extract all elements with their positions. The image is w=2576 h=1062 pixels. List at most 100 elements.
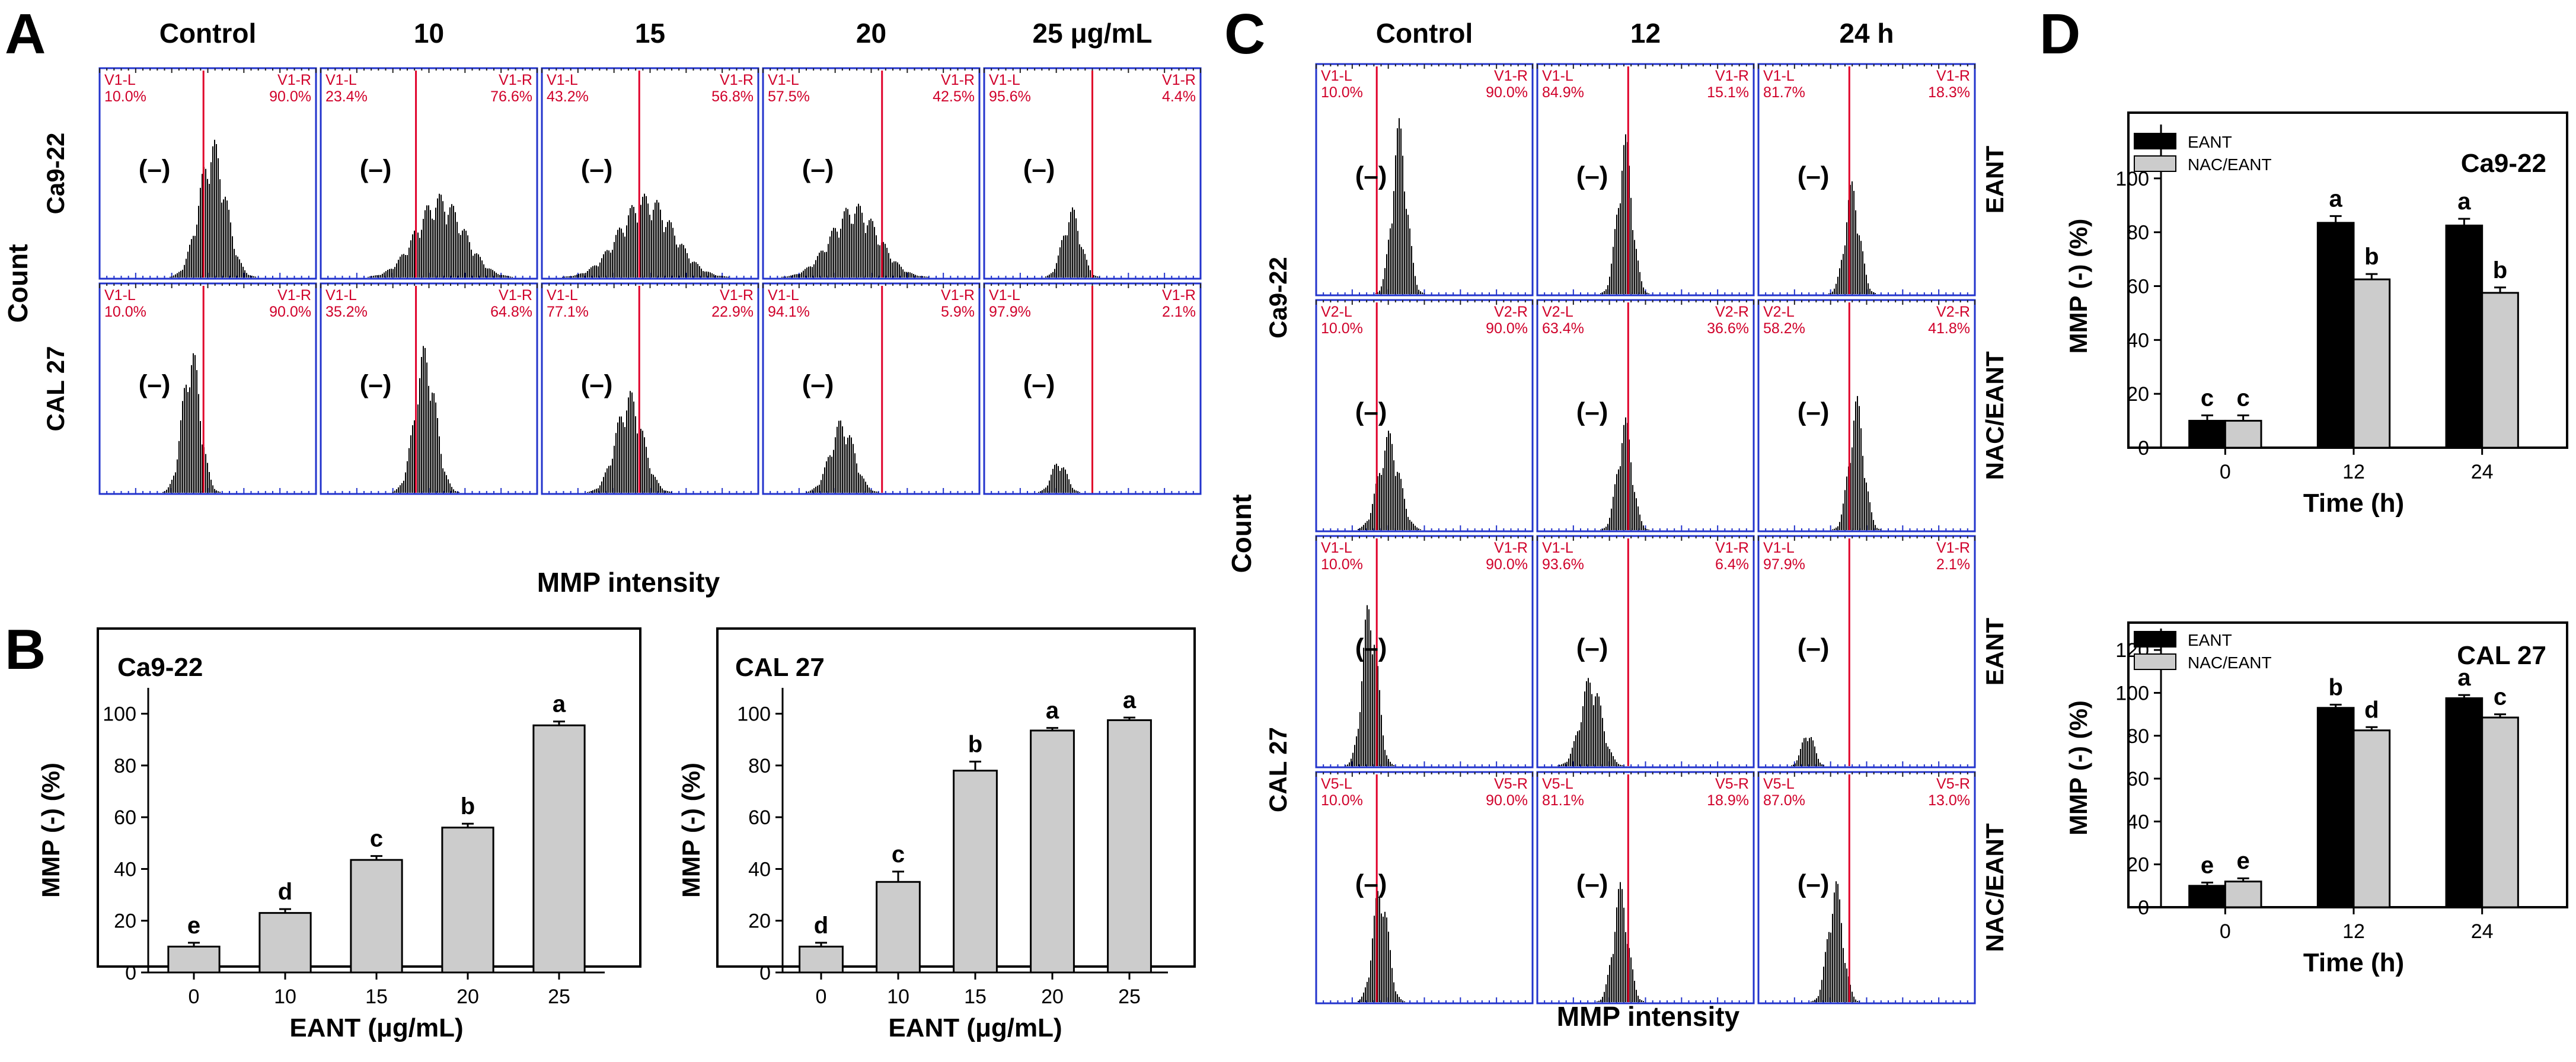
x-tick-label: 0 bbox=[2220, 461, 2231, 483]
significance-letter: d bbox=[278, 879, 292, 905]
histogram-cell-eant-1: V1-L84.9% V1-R15.1% (–) bbox=[1536, 63, 1755, 296]
y-tick-label: 100 bbox=[737, 703, 771, 726]
histogram-frame bbox=[1536, 299, 1755, 532]
panel-b-bar-chart-ca9-22: 0 20 40 60 80 100 0 e 10 d 15 c 20 b 25 a MMP (-) (%) EAN… bbox=[37, 627, 641, 1042]
bar-nac-eant-24 bbox=[2481, 292, 2519, 449]
significance-letter: b bbox=[2364, 244, 2379, 270]
x-tick-label: 15 bbox=[964, 986, 987, 1008]
y-tick-label: 40 bbox=[114, 858, 136, 881]
gate-right-label: V2-R bbox=[1715, 304, 1749, 320]
negative-population-label: (–) bbox=[1023, 155, 1055, 184]
gate-left-label: V1-L bbox=[1321, 540, 1352, 556]
histogram-bars bbox=[1557, 678, 1624, 766]
histogram-bars bbox=[170, 139, 256, 278]
y-axis-label: MMP (-) (%) bbox=[37, 763, 65, 898]
panel-letter-c: C bbox=[1224, 2, 1265, 66]
histogram-bars bbox=[562, 193, 729, 278]
histogram-cell-nac-eant-0: V5-L10.0% V5-R90.0% (–) bbox=[1315, 771, 1534, 1004]
negative-population-label: (–) bbox=[802, 370, 834, 399]
gate-left-percent: 84.9% bbox=[1542, 84, 1584, 101]
histogram-cell-cal-27-2: V1-L77.1% V1-R22.9% (–) bbox=[541, 282, 759, 495]
histogram-cell-cal-27-1: V1-L35.2% V1-R64.8% (–) bbox=[320, 282, 538, 495]
gate-right-percent: 90.0% bbox=[269, 88, 311, 105]
gate-left-label: V2-L bbox=[1321, 304, 1352, 320]
histogram-cell-ca9-22-4: V1-L95.6% V1-R4.4% (–) bbox=[983, 67, 1202, 280]
gate-left-percent: 63.4% bbox=[1542, 320, 1584, 337]
y-tick-label: 60 bbox=[114, 806, 136, 829]
significance-letter: c bbox=[2201, 385, 2214, 412]
gate-left-percent: 43.2% bbox=[547, 88, 589, 105]
negative-population-label: (–) bbox=[581, 155, 613, 184]
gate-left-percent: 81.1% bbox=[1542, 792, 1584, 809]
bar-eant-12 bbox=[2316, 707, 2355, 908]
y-tick-label: 20 bbox=[114, 910, 136, 933]
gate-left-percent: 97.9% bbox=[989, 304, 1031, 320]
bar-eant-12 bbox=[2316, 222, 2355, 449]
gate-right-label: V1-R bbox=[1936, 68, 1970, 84]
gate-right-percent: 4.4% bbox=[1162, 88, 1196, 105]
y-tick-label: 60 bbox=[2127, 276, 2149, 298]
gate-right-percent: 76.6% bbox=[490, 88, 532, 105]
y-tick-label: 20 bbox=[2127, 383, 2149, 406]
cell-line-label-ca9-22: Ca9-22 bbox=[1264, 257, 1292, 339]
x-tick-label: 0 bbox=[816, 986, 827, 1008]
gate-right-label: V1-R bbox=[1494, 540, 1528, 556]
gate-left-percent: 97.9% bbox=[1763, 556, 1805, 573]
histogram-frame bbox=[1757, 771, 1976, 1004]
x-tick-label: 20 bbox=[1041, 986, 1064, 1008]
histogram-cell-eant-0: V1-L10.0% V1-R90.0% (–) bbox=[1315, 535, 1534, 768]
significance-letter: a bbox=[1046, 698, 1059, 724]
histogram-frame bbox=[1315, 535, 1534, 768]
gate-left-label: V1-L bbox=[768, 72, 799, 88]
y-axis-label: Count bbox=[1226, 495, 1257, 573]
negative-population-label: (–) bbox=[1798, 869, 1830, 898]
legend-swatch-nac-eant bbox=[2134, 653, 2176, 670]
row-treatment-label-nac-eant: NAC/EANT bbox=[1981, 351, 2009, 480]
gate-left-label: V2-L bbox=[1542, 304, 1573, 320]
significance-letter: c bbox=[370, 826, 383, 852]
gate-left-label: V1-L bbox=[989, 72, 1020, 88]
bar-eant-24 bbox=[2445, 697, 2484, 908]
bar-nac-eant-0 bbox=[2224, 881, 2262, 908]
x-tick-label: 10 bbox=[887, 986, 909, 1008]
cell-line-label-cal-27: CAL 27 bbox=[1264, 727, 1292, 812]
gate-right-percent: 56.8% bbox=[711, 88, 754, 105]
negative-population-label: (–) bbox=[1798, 397, 1830, 426]
y-tick-label: 40 bbox=[748, 858, 771, 881]
panel-letter-d: D bbox=[2039, 2, 2080, 66]
negative-population-label: (–) bbox=[1576, 397, 1608, 426]
bar-value-15 bbox=[953, 770, 998, 974]
gate-right-label: V2-R bbox=[1936, 304, 1970, 320]
column-label-control: Control bbox=[1376, 18, 1473, 49]
bar-value-0 bbox=[167, 945, 221, 974]
histogram-cell-eant-2: V1-L97.9% V1-R2.1% (–) bbox=[1757, 535, 1976, 768]
gate-right-percent: 22.9% bbox=[711, 304, 754, 320]
gate-left-label: V1-L bbox=[104, 287, 136, 304]
panel-a-flow-histograms: V1-L10.0%V1-R90.0%(–)V1-L23.4%V1-R76.6%(… bbox=[2, 18, 1202, 598]
histogram-cell-ca9-22-3: V1-L57.5% V1-R42.5% (–) bbox=[762, 67, 981, 280]
y-tick-label: 40 bbox=[2127, 811, 2149, 833]
gate-right-label: V5-R bbox=[1494, 776, 1528, 792]
histogram-cell-nac-eant-1: V2-L63.4% V2-R36.6% (–) bbox=[1536, 299, 1755, 532]
gate-right-label: V1-R bbox=[720, 72, 754, 88]
histogram-frame bbox=[1757, 63, 1976, 296]
histogram-frame bbox=[1315, 299, 1534, 532]
histogram-bars bbox=[1828, 181, 1876, 294]
histogram-cell-eant-0: V1-L10.0% V1-R90.0% (–) bbox=[1315, 63, 1534, 296]
bar-value-25 bbox=[1107, 719, 1152, 974]
gate-right-percent: 2.1% bbox=[1162, 304, 1196, 320]
significance-letter: a bbox=[2329, 186, 2343, 212]
gate-right-label: V1-R bbox=[1162, 72, 1196, 88]
gate-left-percent: 10.0% bbox=[1321, 320, 1363, 337]
y-tick-label: 80 bbox=[748, 755, 771, 777]
significance-letter: c bbox=[2237, 385, 2250, 412]
legend-label-eant: EANT bbox=[2188, 631, 2232, 649]
bar-value-25 bbox=[532, 724, 586, 974]
histogram-cell-ca9-22-0: V1-L10.0% V1-R90.0% (–) bbox=[98, 67, 317, 280]
gate-right-label: V1-R bbox=[277, 72, 311, 88]
gate-left-percent: 95.6% bbox=[989, 88, 1031, 105]
chart-title: CAL 27 bbox=[735, 653, 825, 682]
legend-swatch-eant bbox=[2134, 133, 2176, 149]
x-tick-label: 25 bbox=[548, 986, 570, 1008]
